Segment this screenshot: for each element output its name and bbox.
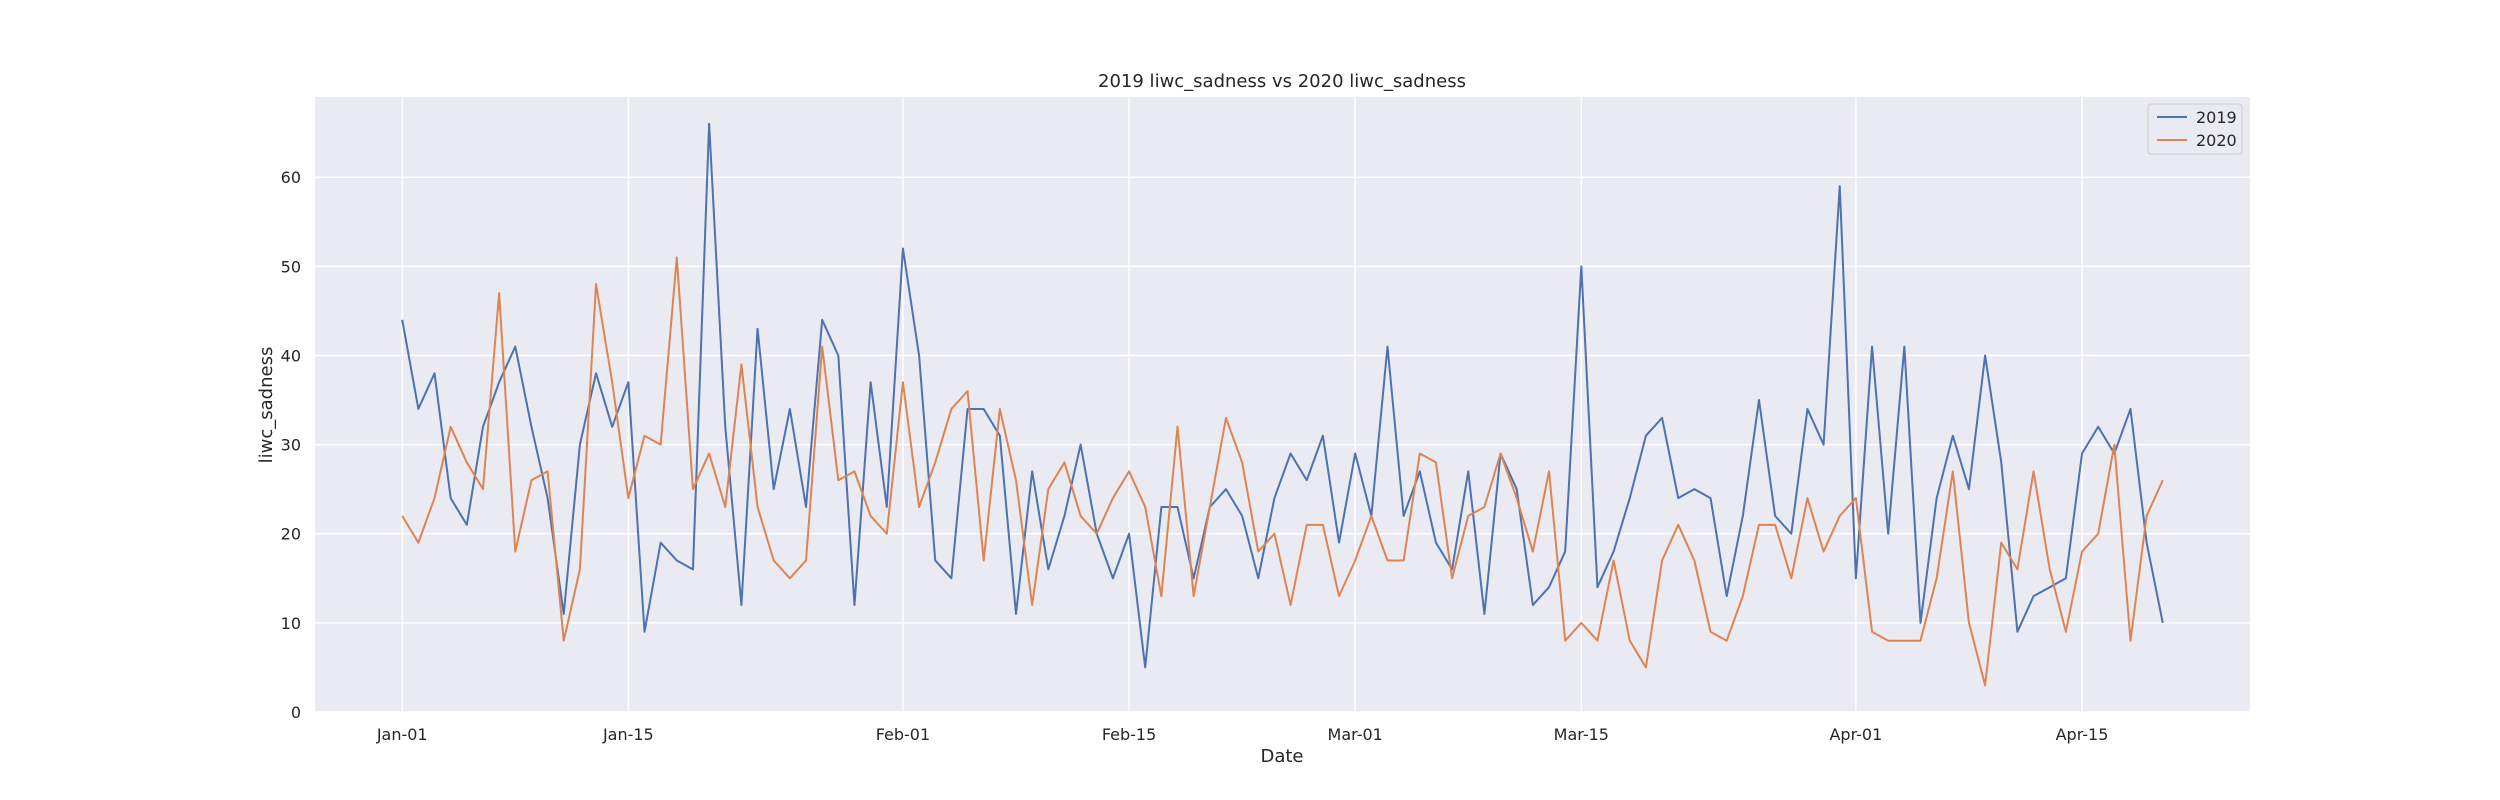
series-line-2020 (401, 256, 2164, 687)
y-tick-label: 30 (281, 436, 301, 455)
x-tick-label: Apr-01 (1829, 725, 1882, 744)
x-tick-label: Jan-15 (602, 725, 654, 744)
x-tick-label: Feb-01 (876, 725, 930, 744)
legend: 2019 2020 (2147, 103, 2243, 155)
y-axis-title: liwc_sadness (256, 347, 277, 464)
y-tick-labels: 0 10 20 30 40 50 60 (281, 168, 301, 722)
x-axis-title: Date (1260, 746, 1303, 767)
y-tick-label: 10 (281, 614, 301, 633)
chart-title: 2019 liwc_sadness vs 2020 liwc_sadness (1098, 71, 1466, 92)
legend-label-2020: 2020 (2196, 131, 2237, 150)
x-tick-label: Apr-15 (2056, 725, 2109, 744)
x-tick-label: Mar-15 (1554, 725, 1609, 744)
y-tick-label: 0 (291, 703, 301, 722)
x-gridlines (401, 97, 2083, 712)
plot-background (315, 97, 2250, 712)
x-tick-labels: Jan-01 Jan-15 Feb-01 Feb-15 Mar-01 Mar-15 Apr-… (376, 725, 2109, 744)
y-tick-label: 60 (281, 168, 301, 187)
series-lines (401, 122, 2164, 687)
series-line-2019 (401, 122, 2164, 669)
legend-label-2019: 2019 (2196, 108, 2237, 127)
x-tick-label: Feb-15 (1102, 725, 1156, 744)
x-tick-label: Mar-01 (1328, 725, 1383, 744)
y-tick-label: 50 (281, 257, 301, 276)
y-tick-label: 40 (281, 346, 301, 365)
x-tick-label: Jan-01 (376, 725, 428, 744)
y-tick-label: 20 (281, 525, 301, 544)
